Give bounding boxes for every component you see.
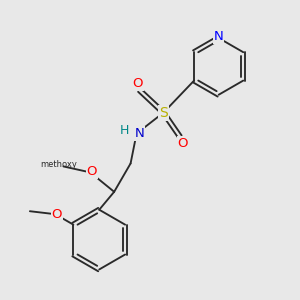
- Text: O: O: [52, 208, 62, 221]
- Text: N: N: [135, 127, 144, 140]
- Text: H: H: [120, 124, 129, 137]
- Text: S: S: [159, 106, 168, 120]
- Text: N: N: [214, 30, 224, 43]
- Text: methoxy: methoxy: [40, 160, 77, 169]
- Text: O: O: [178, 136, 188, 150]
- Text: O: O: [86, 165, 97, 178]
- Text: O: O: [132, 77, 143, 90]
